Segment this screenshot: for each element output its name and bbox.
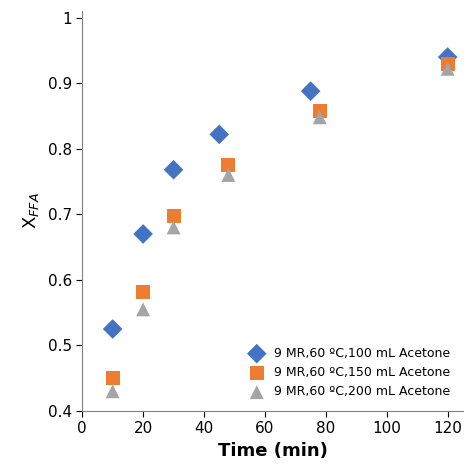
9 MR,60 ºC,150 mL Acetone <box>139 288 147 295</box>
9 MR,60 ºC,200 mL Acetone <box>444 65 451 73</box>
9 MR,60 ºC,200 mL Acetone <box>316 114 324 121</box>
9 MR,60 ºC,100 mL Acetone <box>216 130 223 138</box>
9 MR,60 ºC,100 mL Acetone <box>139 230 147 238</box>
9 MR,60 ºC,150 mL Acetone <box>444 60 451 67</box>
9 MR,60 ºC,150 mL Acetone <box>170 212 177 219</box>
9 MR,60 ºC,200 mL Acetone <box>170 224 177 231</box>
9 MR,60 ºC,200 mL Acetone <box>225 171 232 179</box>
9 MR,60 ºC,100 mL Acetone <box>109 325 117 333</box>
9 MR,60 ºC,100 mL Acetone <box>444 53 451 61</box>
9 MR,60 ºC,100 mL Acetone <box>170 166 177 173</box>
9 MR,60 ºC,150 mL Acetone <box>109 374 117 382</box>
9 MR,60 ºC,200 mL Acetone <box>109 388 117 395</box>
9 MR,60 ºC,150 mL Acetone <box>316 107 324 114</box>
9 MR,60 ºC,200 mL Acetone <box>139 306 147 313</box>
9 MR,60 ºC,100 mL Acetone <box>307 87 314 95</box>
X-axis label: Time (min): Time (min) <box>218 442 328 460</box>
Legend: 9 MR,60 ºC,100 mL Acetone, 9 MR,60 ºC,150 mL Acetone, 9 MR,60 ºC,200 mL Acetone: 9 MR,60 ºC,100 mL Acetone, 9 MR,60 ºC,15… <box>238 341 456 405</box>
9 MR,60 ºC,150 mL Acetone <box>225 162 232 169</box>
Y-axis label: X$_{FFA}$: X$_{FFA}$ <box>20 193 41 229</box>
